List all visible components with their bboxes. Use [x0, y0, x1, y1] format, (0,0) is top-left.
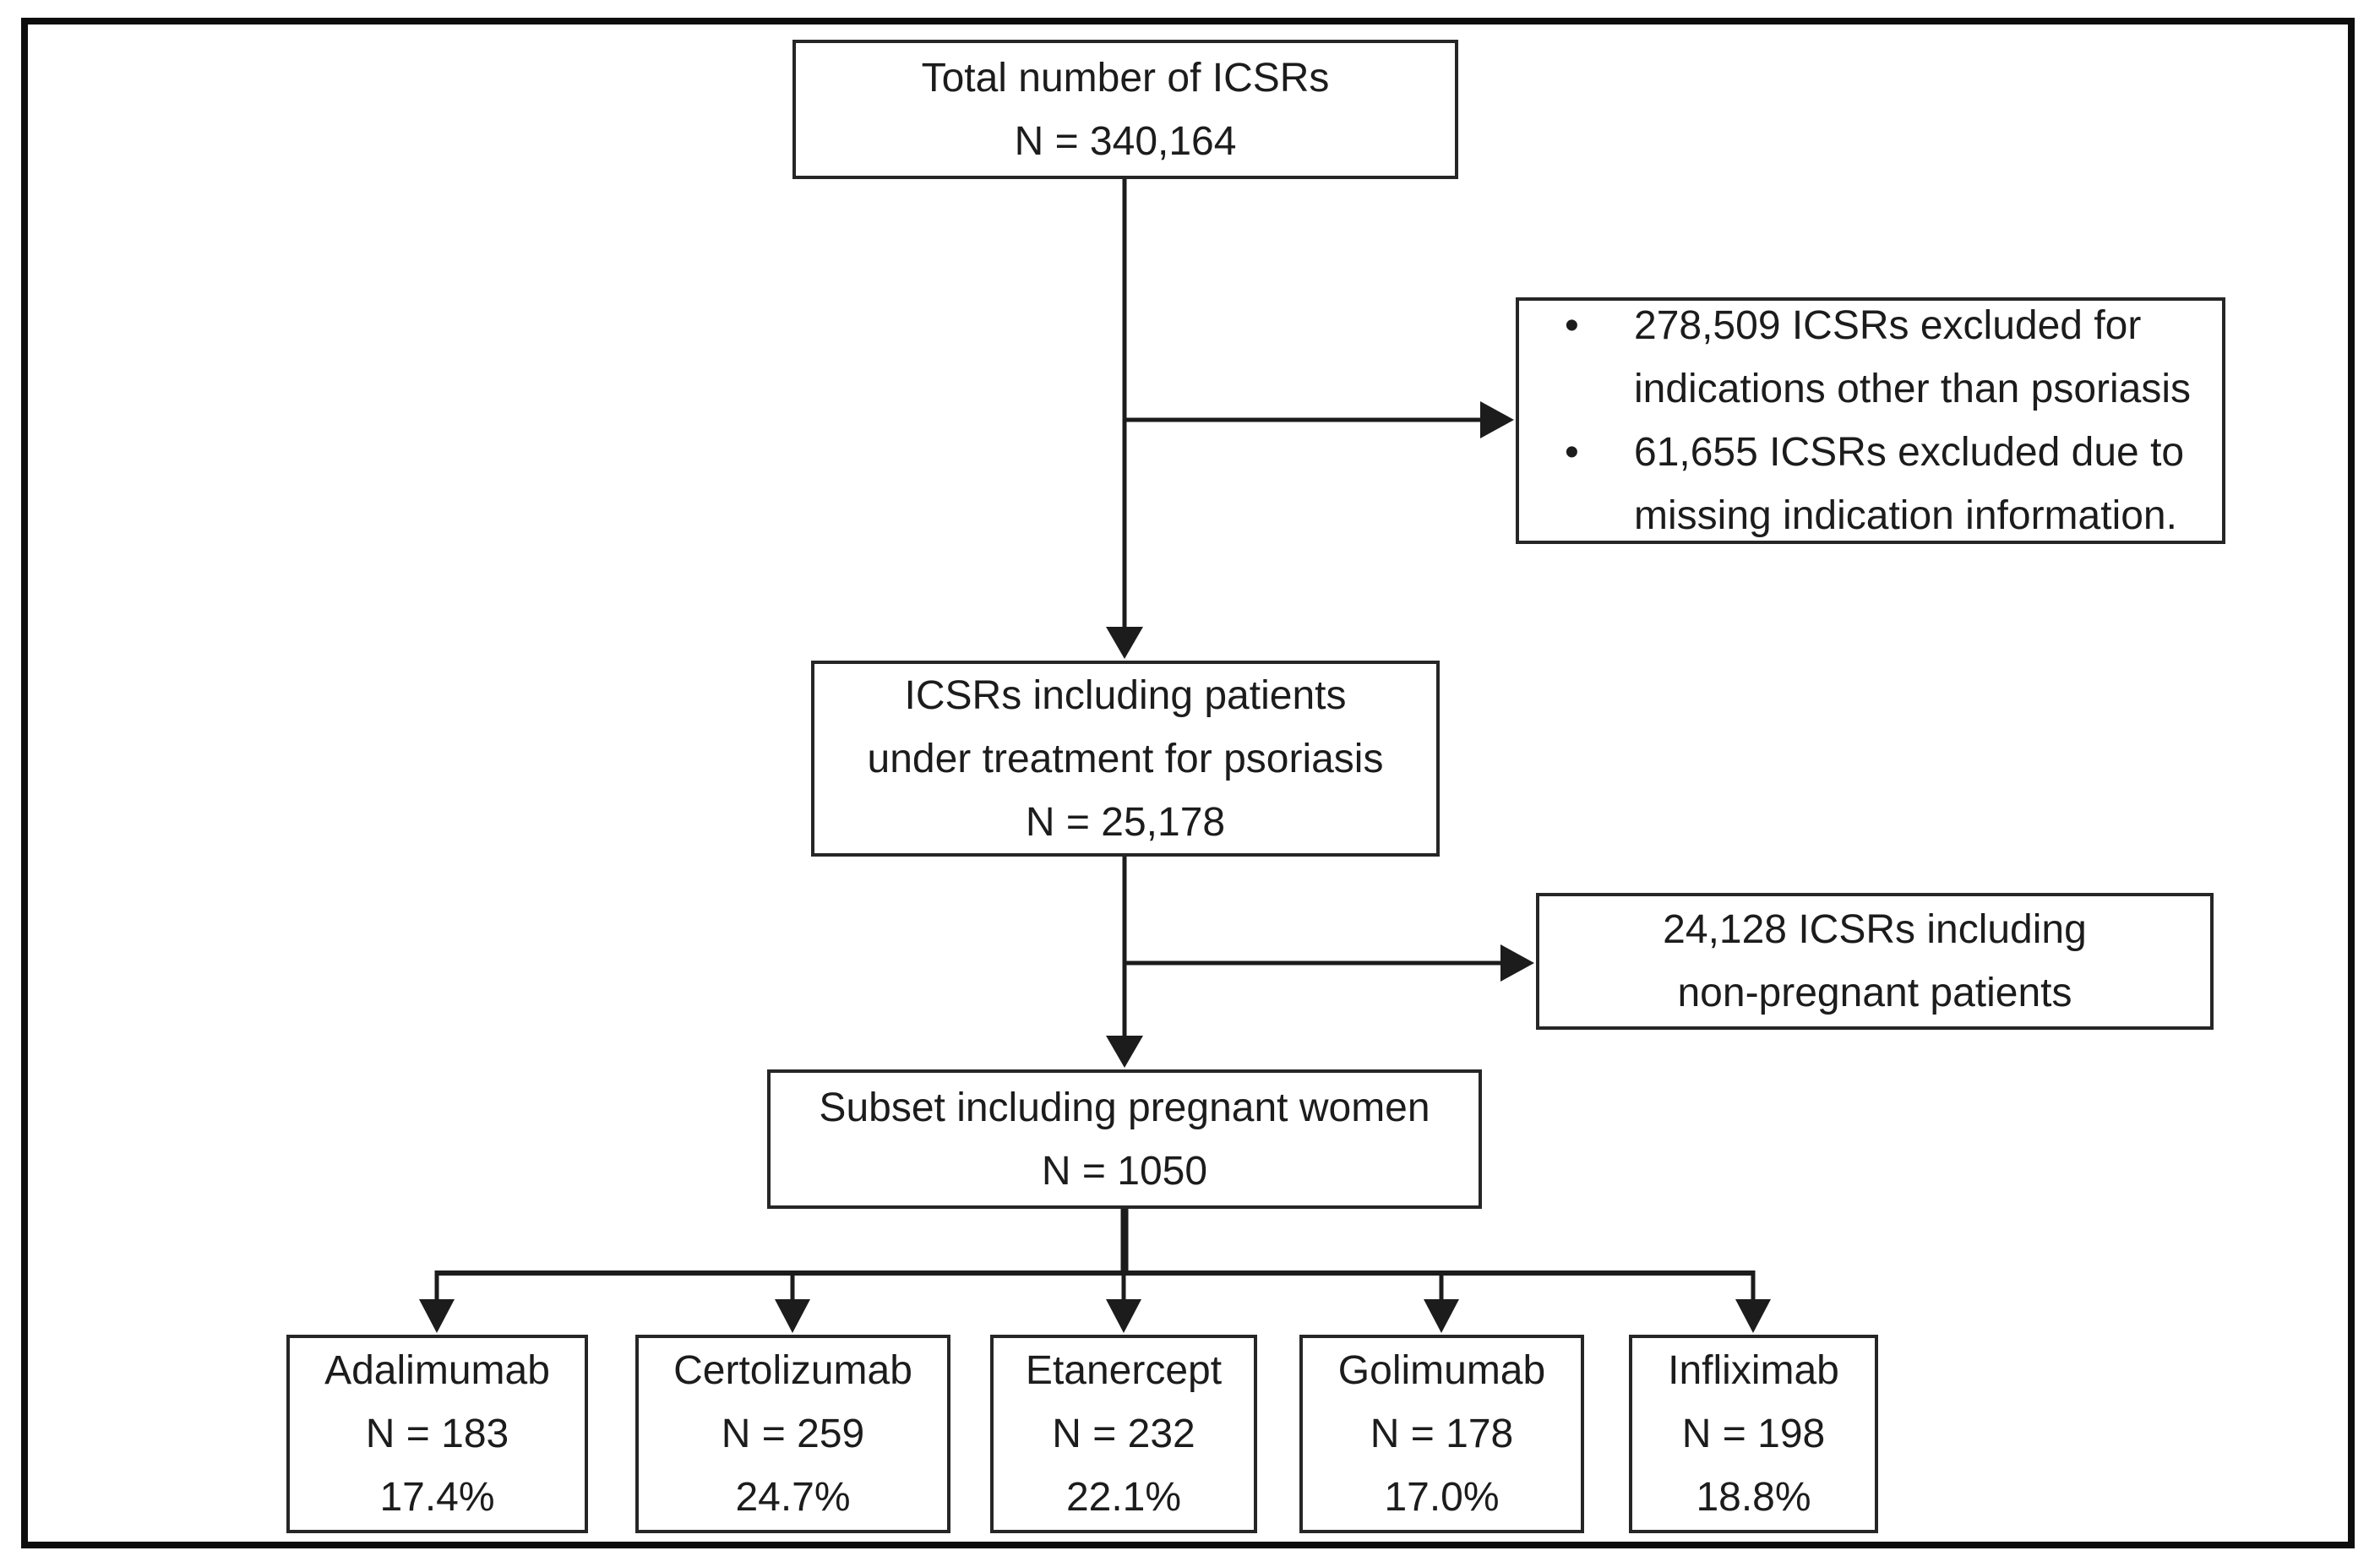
bullet-icon: • — [1565, 303, 1579, 348]
non-pregnant-line-2: non-pregnant patients — [1677, 971, 2072, 1015]
drug-name: Adalimumab — [324, 1348, 550, 1393]
non-pregnant-box: 24,128 ICSRs including non-pregnant pati… — [1536, 893, 2214, 1030]
excluded-icsrs-box: • 278,509 ICSRs excluded for indications… — [1516, 297, 2225, 544]
total-icsrs-count: N = 340,164 — [1014, 118, 1237, 164]
psoriasis-label-line-1: ICSRs including patients — [904, 672, 1347, 718]
drug-count: N = 198 — [1681, 1412, 1826, 1456]
psoriasis-label-line-2: under treatment for psoriasis — [867, 736, 1384, 781]
arrowhead-down-infliximab — [1735, 1299, 1771, 1333]
psoriasis-icsrs-box: ICSRs including patients under treatment… — [811, 661, 1440, 857]
excluded-bullet-2-line-1: 61,655 ICSRs excluded due to — [1634, 430, 2185, 475]
excluded-bullet-1-text: 278,509 ICSRs excluded for indications o… — [1634, 294, 2202, 421]
bullet-icon: • — [1565, 430, 1579, 475]
drug-count: N = 232 — [1052, 1412, 1195, 1456]
adalimumab-box: Adalimumab N = 183 17.4% — [286, 1335, 588, 1533]
arrowhead-down-pregnant — [1106, 1036, 1143, 1068]
excluded-bullet-2-text: 61,655 ICSRs excluded due to missing ind… — [1634, 421, 2202, 547]
excluded-bullet-1-line-1: 278,509 ICSRs excluded for — [1634, 303, 2142, 348]
drug-percent: 17.0% — [1384, 1475, 1500, 1520]
pregnant-subset-label: Subset including pregnant women — [819, 1085, 1430, 1130]
total-icsrs-label: Total number of ICSRs — [921, 55, 1330, 101]
arrowhead-down-certolizumab — [775, 1299, 810, 1333]
total-icsrs-box: Total number of ICSRs N = 340,164 — [792, 40, 1458, 179]
arrowhead-right-nonpregnant — [1500, 944, 1534, 982]
arrowhead-down-etanercept — [1106, 1299, 1141, 1333]
arrowhead-down-psoriasis — [1106, 627, 1143, 659]
excluded-bullet-1-line-2: indications other than psoriasis — [1634, 367, 2192, 411]
certolizumab-box: Certolizumab N = 259 24.7% — [635, 1335, 950, 1533]
excluded-bullet-2-line-2: missing indication information. — [1634, 493, 2177, 538]
drug-count: N = 259 — [721, 1412, 865, 1456]
infliximab-box: Infliximab N = 198 18.8% — [1629, 1335, 1878, 1533]
excluded-bullet-2: • 61,655 ICSRs excluded due to missing i… — [1549, 421, 2202, 547]
outer-frame — [21, 18, 2355, 1548]
arrowhead-down-golimumab — [1424, 1299, 1459, 1333]
drug-name: Etanercept — [1025, 1348, 1223, 1393]
drug-name: Certolizumab — [673, 1348, 912, 1393]
non-pregnant-line-1: 24,128 ICSRs including — [1663, 907, 2087, 952]
golimumab-box: Golimumab N = 178 17.0% — [1299, 1335, 1584, 1533]
drug-count: N = 178 — [1370, 1412, 1514, 1456]
psoriasis-count: N = 25,178 — [1025, 799, 1226, 845]
excluded-bullet-1: • 278,509 ICSRs excluded for indications… — [1549, 294, 2202, 421]
drug-percent: 22.1% — [1065, 1475, 1182, 1520]
arrowhead-right-excluded — [1480, 401, 1514, 438]
drug-percent: 17.4% — [379, 1475, 495, 1520]
drug-percent: 24.7% — [735, 1475, 851, 1520]
drug-count: N = 183 — [365, 1412, 509, 1456]
drug-percent: 18.8% — [1696, 1475, 1811, 1520]
pregnant-subset-box: Subset including pregnant women N = 1050 — [767, 1069, 1482, 1209]
drug-name: Golimumab — [1337, 1348, 1546, 1393]
arrowhead-down-adalimumab — [419, 1299, 455, 1333]
pregnant-subset-count: N = 1050 — [1041, 1148, 1208, 1194]
etanercept-box: Etanercept N = 232 22.1% — [990, 1335, 1257, 1533]
drug-name: Infliximab — [1668, 1348, 1839, 1393]
